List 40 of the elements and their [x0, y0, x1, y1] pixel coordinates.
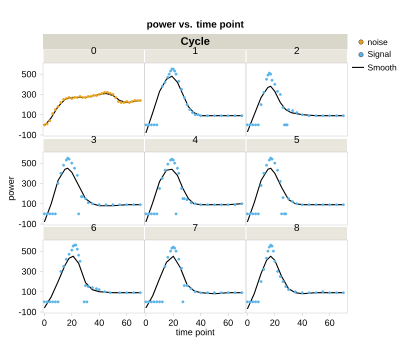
y-tick-label: 500: [22, 248, 36, 254]
chart-title: 8: [294, 224, 300, 232]
chart-title: 0: [91, 46, 96, 54]
y-tick-label: 300: [22, 268, 36, 275]
y-tick-label: 300: [22, 180, 36, 187]
text: Cycle: [181, 36, 210, 48]
legend-label: Signal: [368, 50, 390, 59]
y-tick-label: 500: [22, 160, 36, 166]
chart-title: 6: [91, 224, 96, 232]
text: power vs. time point: [147, 20, 244, 30]
x-tick-label: 20: [168, 320, 178, 326]
x-tick-label: 0: [42, 320, 47, 326]
x-axis-title: time point: [176, 328, 215, 338]
x-tick-label: 60: [224, 320, 233, 326]
y-tick-label: -100: [18, 220, 36, 228]
x-tick-label: 20: [67, 320, 76, 326]
y-axis-title: power: [9, 176, 16, 200]
x-tick-label: 40: [297, 320, 307, 326]
y-tick-label: -100: [18, 132, 36, 138]
y-tick-label: 300: [22, 91, 36, 98]
x-tick-label: 40: [94, 320, 104, 326]
chart-title: 7: [192, 224, 198, 232]
legend-label: noise: [368, 38, 388, 46]
x-tick-label: 60: [325, 320, 334, 326]
x-tick-label: 60: [122, 320, 132, 326]
y-tick-label: 500: [22, 70, 36, 78]
x-tick-label: 0: [245, 320, 250, 326]
x-tick-label: 40: [196, 320, 206, 326]
chart-title: 2: [294, 47, 300, 54]
y-tick-label: -100: [18, 308, 36, 316]
chart-title: 1: [193, 47, 198, 54]
chart-title: 4: [192, 136, 198, 144]
legend-label: Smooth: [368, 64, 396, 71]
y-tick-label: 100: [22, 112, 36, 118]
y-tick-label: 100: [22, 288, 36, 295]
chart-title: 3: [91, 136, 96, 144]
x-tick-label: 20: [270, 320, 280, 326]
x-tick-label: 0: [144, 320, 148, 326]
chart-title: 5: [294, 136, 300, 144]
y-tick-label: 100: [22, 200, 36, 207]
